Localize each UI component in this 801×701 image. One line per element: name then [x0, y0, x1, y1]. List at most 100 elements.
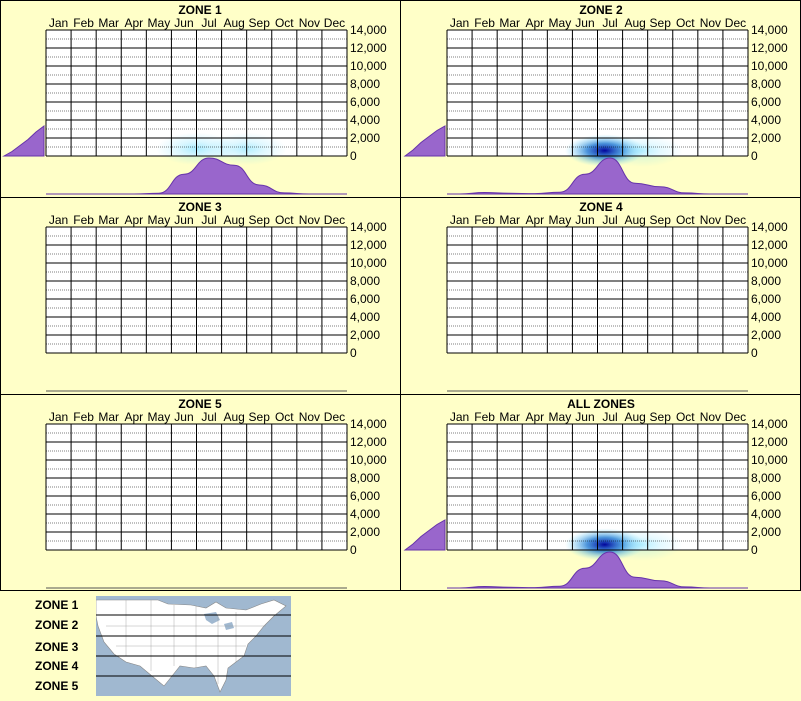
y-tick-label: 6,000	[350, 489, 380, 503]
month-tick-label: Aug	[223, 16, 244, 30]
y-tick-label: 6,000	[350, 292, 380, 306]
y-tick-label: 2,000	[350, 131, 380, 145]
month-tick-label: Mar	[98, 213, 119, 227]
month-tick-label: Nov	[299, 410, 320, 424]
y-tick-label: 6,000	[751, 489, 781, 503]
zone-panel-3: ZONE 3 Jan Feb Mar Apr May Jun Jul Aug Sep Oct Nov D…	[45, 200, 387, 392]
month-tick-label: Mar	[98, 16, 119, 30]
y-tick-label: 8,000	[751, 77, 781, 91]
y-tick-label: 14,000	[350, 220, 387, 234]
month-tick-label: Jan	[49, 16, 68, 30]
panel-title: ZONE 1	[178, 3, 222, 17]
month-tick-label: May	[549, 410, 572, 424]
y-tick-label: 0	[350, 346, 357, 360]
month-tick-label: Jun	[174, 213, 193, 227]
y-tick-label: 6,000	[350, 95, 380, 109]
panel-title: ZONE 2	[579, 3, 623, 17]
month-tick-label: Apr	[124, 410, 143, 424]
month-tick-label: Mar	[98, 410, 119, 424]
legend-zone-2-label: ZONE 2	[35, 618, 79, 632]
legend-zone-4-label: ZONE 4	[35, 659, 79, 673]
month-tick-label: Nov	[299, 213, 320, 227]
month-tick-label: Oct	[676, 213, 695, 227]
y-tick-label: 8,000	[350, 77, 380, 91]
zone-map	[96, 596, 291, 696]
month-tick-label: Sep	[650, 16, 672, 30]
month-tick-label: Jun	[174, 16, 193, 30]
legend-zone-5-label: ZONE 5	[35, 679, 79, 693]
elevation-density	[2, 125, 45, 157]
month-tick-label: Jun	[575, 16, 594, 30]
y-tick-label: 14,000	[350, 23, 387, 37]
month-tick-label: May	[148, 213, 171, 227]
y-tick-label: 2,000	[350, 525, 380, 539]
y-tick-label: 4,000	[751, 310, 781, 324]
month-tick-label: Sep	[650, 410, 672, 424]
month-tick-label: Jul	[602, 213, 617, 227]
y-tick-label: 2,000	[751, 131, 781, 145]
month-tick-label: Jan	[49, 410, 68, 424]
map-great-lakes	[204, 612, 234, 630]
month-tick-label: Aug	[624, 410, 645, 424]
y-tick-label: 12,000	[751, 435, 788, 449]
y-tick-label: 0	[350, 149, 357, 163]
y-tick-label: 10,000	[350, 256, 387, 270]
y-tick-label: 0	[751, 149, 758, 163]
y-tick-label: 10,000	[751, 256, 788, 270]
y-tick-label: 10,000	[350, 453, 387, 467]
month-tick-label: Nov	[700, 16, 721, 30]
month-tick-label: Feb	[474, 410, 495, 424]
y-tick-label: 10,000	[350, 59, 387, 73]
y-tick-label: 4,000	[751, 507, 781, 521]
month-tick-label: May	[549, 213, 572, 227]
zone-panel-5: ZONE 5 Jan Feb Mar Apr May Jun Jul Aug Sep Oct Nov D…	[45, 397, 387, 589]
month-tick-label: Sep	[249, 16, 271, 30]
month-tick-label: Sep	[249, 410, 271, 424]
month-tick-label: Sep	[249, 213, 271, 227]
month-density	[447, 157, 748, 195]
month-tick-label: Aug	[624, 16, 645, 30]
month-tick-label: Jul	[602, 16, 617, 30]
y-tick-label: 14,000	[751, 417, 788, 431]
y-tick-label: 8,000	[350, 471, 380, 485]
month-tick-label: Oct	[275, 213, 294, 227]
month-tick-label: Apr	[124, 16, 143, 30]
month-tick-label: May	[549, 16, 572, 30]
month-tick-label: Dec	[324, 410, 345, 424]
month-tick-label: Jan	[49, 213, 68, 227]
y-tick-label: 0	[751, 543, 758, 557]
month-tick-label: Oct	[275, 16, 294, 30]
month-tick-label: Jul	[201, 16, 216, 30]
panel-title: ZONE 4	[579, 200, 623, 214]
legend-zone-1-label: ZONE 1	[35, 598, 79, 612]
month-tick-label: Dec	[725, 213, 746, 227]
month-tick-label: Sep	[650, 213, 672, 227]
panel-title: ALL ZONES	[567, 397, 635, 411]
zone-panel-6: ALL ZONES Jan Feb Mar Apr May Jun Jul Aug Sep Oct N…	[403, 397, 788, 589]
y-tick-label: 4,000	[350, 310, 380, 324]
month-tick-label: Oct	[676, 16, 695, 30]
month-tick-label: Jun	[174, 410, 193, 424]
month-tick-label: Dec	[725, 16, 746, 30]
y-tick-label: 2,000	[751, 328, 781, 342]
month-tick-label: Nov	[299, 16, 320, 30]
y-tick-label: 0	[350, 543, 357, 557]
month-tick-label: Jan	[450, 213, 469, 227]
zone-panel-2: ZONE 2 Jan Feb Mar Apr May Jun Jul Aug Sep Oct Nov D…	[403, 3, 788, 195]
month-tick-label: Apr	[525, 213, 544, 227]
month-tick-label: Mar	[499, 16, 520, 30]
month-tick-label: Dec	[725, 410, 746, 424]
y-tick-label: 10,000	[751, 59, 788, 73]
y-tick-label: 14,000	[751, 220, 788, 234]
y-tick-label: 12,000	[350, 435, 387, 449]
month-tick-label: Dec	[324, 213, 345, 227]
month-tick-label: Feb	[73, 410, 94, 424]
month-tick-label: Apr	[124, 213, 143, 227]
month-tick-label: Jan	[450, 410, 469, 424]
zone-panel-4: ZONE 4 Jan Feb Mar Apr May Jun Jul Aug Sep Oct Nov D…	[446, 200, 788, 392]
month-tick-label: Jul	[201, 213, 216, 227]
month-tick-label: Feb	[73, 213, 94, 227]
month-tick-label: May	[148, 16, 171, 30]
elevation-density	[403, 519, 446, 551]
